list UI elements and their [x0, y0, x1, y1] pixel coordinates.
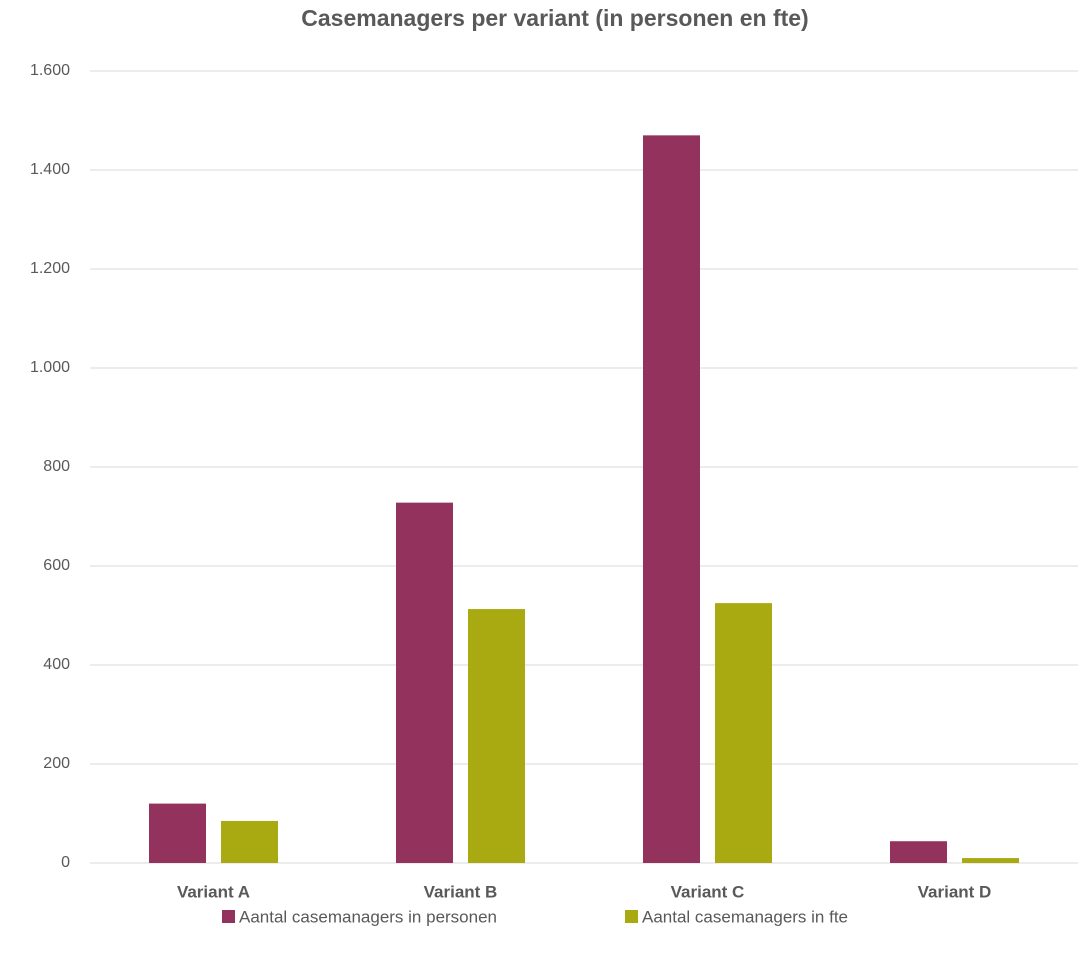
y-tick-label: 600 [43, 557, 70, 574]
bar [221, 820, 278, 863]
bar [468, 609, 525, 863]
bar [149, 803, 206, 863]
bar [890, 841, 947, 863]
x-tick-label: Variant B [424, 882, 498, 901]
legend-label: Aantal casemanagers in fte [642, 907, 848, 926]
x-tick-label: Variant D [918, 882, 992, 901]
y-tick-label: 1.600 [30, 62, 70, 79]
y-tick-label: 0 [61, 854, 70, 871]
legend-swatch [222, 910, 235, 923]
bar [643, 135, 700, 864]
y-tick-label: 400 [43, 656, 70, 673]
y-tick-label: 1.200 [30, 260, 70, 277]
bar [962, 858, 1019, 863]
y-tick-label: 800 [43, 458, 70, 475]
legend-label: Aantal casemanagers in personen [239, 907, 497, 926]
x-tick-label: Variant A [177, 882, 250, 901]
chart-title: Casemanagers per variant (in personen en… [301, 5, 808, 31]
y-tick-label: 1.000 [30, 359, 70, 376]
y-tick-label: 200 [43, 755, 70, 772]
bar [396, 502, 453, 863]
bar [715, 603, 772, 863]
y-tick-label: 1.400 [30, 161, 70, 178]
legend-swatch [625, 910, 638, 923]
x-tick-label: Variant C [671, 882, 745, 901]
